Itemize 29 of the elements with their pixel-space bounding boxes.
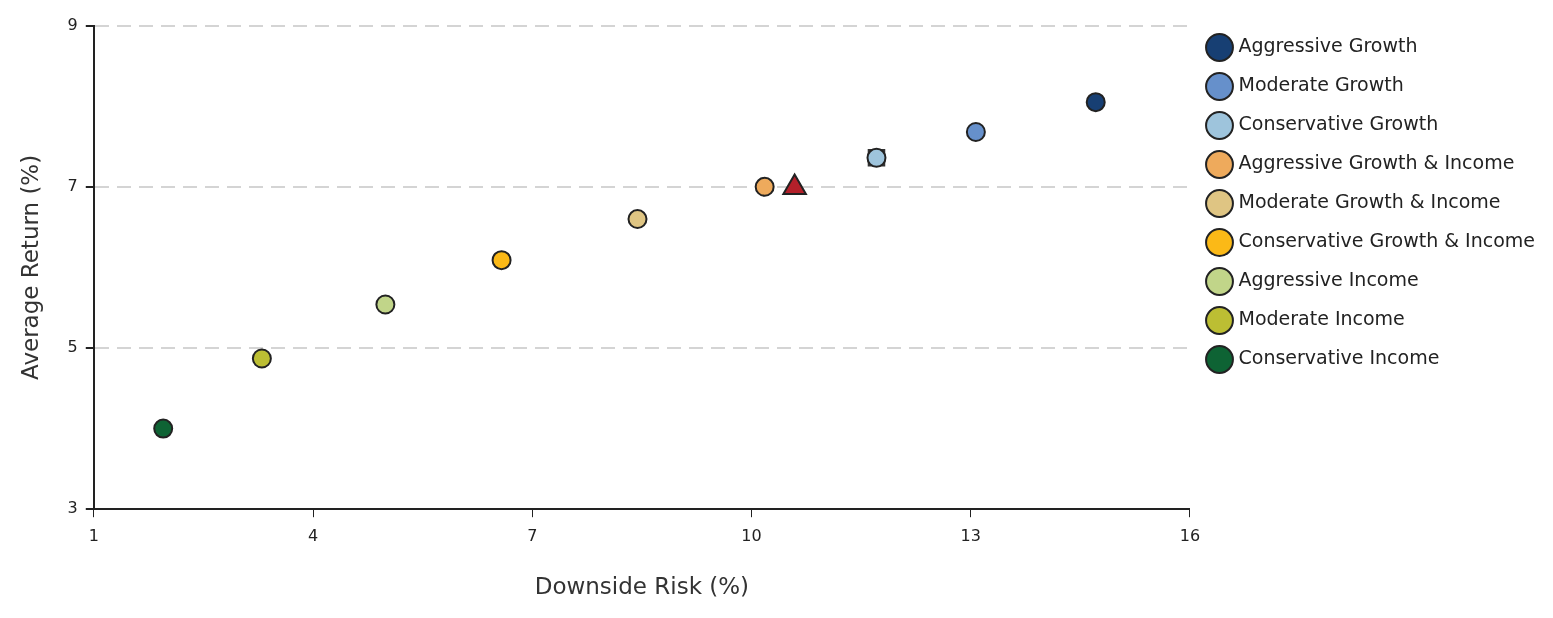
legend-label: Conservative Income [1238,346,1440,369]
point [491,250,512,271]
y-tick-label: 3 [67,498,78,518]
point [375,294,396,315]
legend-label: Aggressive Growth & Income [1238,151,1515,174]
legend-label: Aggressive Growth [1238,34,1418,57]
y-axis-title: Average Return (%) [16,154,43,380]
x-tick-label: 1 [88,525,99,545]
legend-label: Moderate Growth & Income [1238,190,1501,213]
y-tick-label: 5 [67,337,78,357]
point [965,121,986,142]
y-tick-label: 7 [67,175,78,195]
point [627,209,648,230]
point [153,418,174,439]
x-tick-label: 4 [307,525,319,545]
y-tick-label: 9 [67,14,78,34]
x-tick-label: 7 [527,525,538,545]
legend-label: Moderate Growth [1238,73,1404,96]
x-tick-label: 16 [1179,525,1201,545]
point [1085,92,1106,113]
x-axis-title: Downside Risk (%) [534,573,750,600]
legend-label: Conservative Growth & Income [1238,229,1536,252]
x-tick-label: 10 [741,525,762,545]
legend-label: Aggressive Income [1238,268,1419,291]
point [251,348,272,369]
point [754,176,775,197]
legend-label: Moderate Income [1238,307,1405,330]
legend-label: Conservative Growth [1238,112,1439,135]
x-tick-label: 13 [960,525,981,545]
